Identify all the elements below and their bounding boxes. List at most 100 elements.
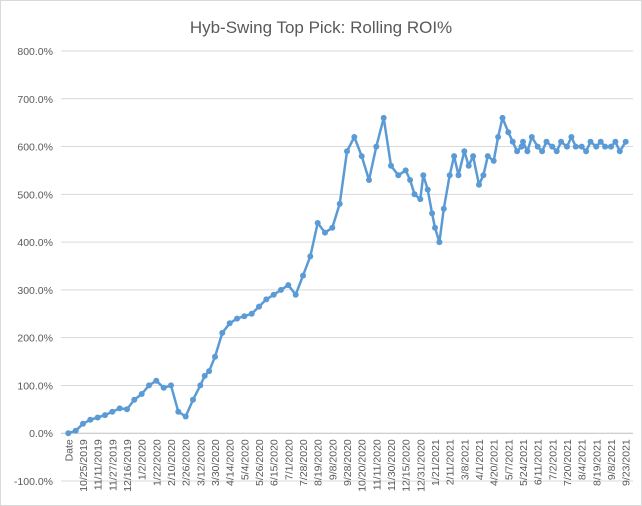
x-tick-label: 9/8/2020 [327,439,339,480]
data-point [446,172,453,179]
y-tick-label: 800.0% [17,46,53,58]
x-tick-label: 10/25/2019 [78,439,90,492]
data-point [539,148,546,155]
data-point [564,143,570,150]
data-point [314,220,321,226]
x-tick-label: 7/1/2020 [283,439,295,480]
data-point [65,430,72,437]
x-tick-label: 1/2/2020 [137,439,149,480]
data-point [593,143,600,150]
x-tick-label: 1/21/2021 [430,439,442,486]
data-point [432,224,438,231]
data-point [212,353,218,360]
data-point [351,134,358,140]
data-point [622,138,629,145]
chart-title: Hyb-Swing Top Pick: Rolling ROI% [190,18,452,37]
data-point [307,253,314,260]
data-point [402,167,409,174]
y-tick-label: 600.0% [17,142,53,154]
x-tick-label: 9/23/2021 [621,439,633,486]
x-tick-label: 11/27/2019 [107,439,119,491]
data-point [201,372,208,379]
y-tick-label: 200.0% [17,333,53,345]
data-point [395,172,402,179]
x-tick-label: 5/26/2020 [254,439,266,486]
x-tick-label: 12/16/2019 [122,439,134,492]
data-point [524,148,531,155]
data-point [241,313,248,320]
data-point [465,162,472,169]
x-tick-label: 5/7/2021 [503,439,515,480]
data-point [138,391,145,397]
data-point [424,186,431,193]
data-point [300,272,306,279]
data-point [568,134,575,140]
data-point [436,239,443,246]
data-point [226,320,233,327]
data-point [420,172,427,179]
data-point [495,134,502,140]
data-point [278,286,284,293]
data-point [440,205,447,212]
data-point [168,382,174,389]
data-point [80,420,86,427]
data-point [558,138,565,145]
data-point [109,408,116,415]
x-tick-label: 2/26/2020 [181,439,193,486]
data-point [366,177,372,183]
y-tick-label: 500.0% [17,189,53,201]
y-tick-label: 300.0% [17,285,53,297]
data-point [336,200,343,207]
data-point [484,153,491,160]
x-tick-label: 9/28/2020 [342,439,354,486]
data-point [358,153,365,160]
data-point [256,303,262,310]
x-tick-label: 5/24/2021 [518,439,530,486]
x-tick-label: 11/11/2019 [93,439,105,490]
data-point [146,382,152,389]
data-point [407,177,414,183]
data-point [578,143,585,150]
x-tick-label: 10/20/2020 [357,439,369,492]
data-point [429,210,436,217]
x-tick-label: 7/20/2021 [562,439,574,486]
x-tick-label: 6/11/2021 [533,439,545,485]
x-tick-label: 8/4/2021 [577,439,589,480]
data-point [292,291,299,298]
data-point [490,157,497,164]
data-point [602,143,609,150]
x-tick-label: 2/10/2020 [166,439,178,486]
data-point [514,148,521,155]
data-point [388,162,394,169]
data-point [411,191,418,198]
data-point [206,368,213,375]
data-point [534,143,541,150]
data-point [87,416,94,423]
data-point [549,143,556,150]
x-tick-label: 8/19/2020 [313,439,325,486]
data-point [499,114,506,121]
x-tick-label: 5/4/2020 [239,439,251,480]
x-tick-label: Date [63,439,75,461]
data-point [553,148,560,155]
data-point [380,114,387,121]
data-point [373,143,380,150]
data-point [263,296,270,303]
x-tick-label: 9/8/2021 [606,439,618,480]
x-tick-label: 11/30/2020 [386,439,398,491]
x-tick-label: 11/11/2020 [371,439,383,490]
data-point [612,138,619,145]
data-point [219,329,226,336]
data-point [72,427,79,434]
data-point [124,406,130,413]
data-point [616,148,623,155]
data-point [451,153,458,160]
data-point [455,172,462,179]
data-point [505,129,512,136]
x-tick-label: 12/31/2020 [415,439,427,492]
series-layer [65,114,629,437]
data-point [583,148,590,155]
data-point [470,153,477,160]
x-tick-label: 2/11/2021 [445,439,457,485]
